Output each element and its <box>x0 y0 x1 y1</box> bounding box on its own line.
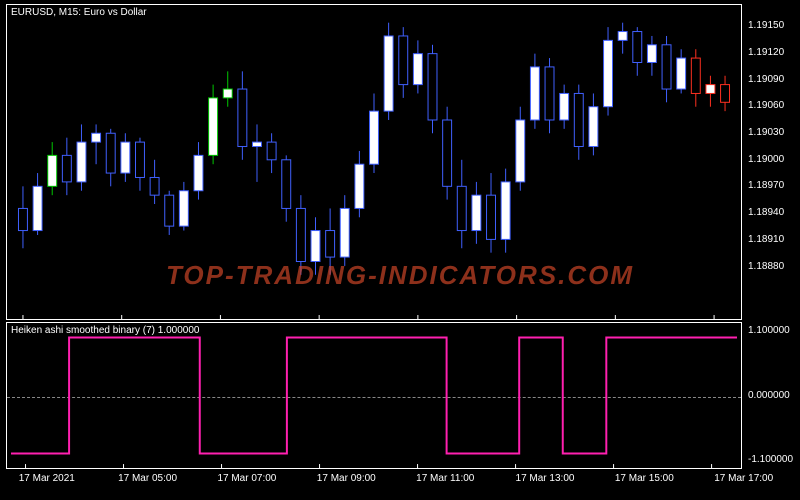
time-tick: 17 Mar 2021 <box>19 473 75 484</box>
price-tick: 1.19150 <box>748 20 784 31</box>
indicator-tick: -1.100000 <box>748 454 793 465</box>
candlestick-plot <box>7 5 741 319</box>
indicator-tick: 0.000000 <box>748 390 790 401</box>
price-tick: 1.19000 <box>748 154 784 165</box>
time-tick: 17 Mar 09:00 <box>317 473 376 484</box>
chart-container: EURUSD, M15: Euro vs Dollar 1.191501.191… <box>0 0 800 500</box>
time-tick: 17 Mar 13:00 <box>516 473 575 484</box>
time-tick: 17 Mar 17:00 <box>714 473 773 484</box>
indicator-panel[interactable]: Heiken ashi smoothed binary (7) 1.000000 <box>6 322 742 469</box>
price-tick: 1.18910 <box>748 234 784 245</box>
price-y-axis: 1.19150 1.19120 1.19090 1.19060 1.19030 1.190… <box>744 4 798 320</box>
time-x-axis: 17 Mar 2021 17 Mar 05:00 17 Mar 07:00 17 Ma… <box>6 471 742 495</box>
price-tick: 1.18880 <box>748 261 784 272</box>
price-tick: 1.19030 <box>748 127 784 138</box>
symbol-title: EURUSD, M15: Euro vs Dollar <box>11 7 147 18</box>
indicator-title: Heiken ashi smoothed binary (7) 1.000000 <box>11 325 199 336</box>
price-chart-panel[interactable]: EURUSD, M15: Euro vs Dollar <box>6 4 742 320</box>
price-tick: 1.19120 <box>748 47 784 58</box>
price-tick: 1.19090 <box>748 74 784 85</box>
time-tick: 17 Mar 11:00 <box>416 473 474 484</box>
price-tick: 1.18970 <box>748 180 784 191</box>
price-tick: 1.19060 <box>748 100 784 111</box>
time-tick: 17 Mar 15:00 <box>615 473 674 484</box>
price-tick: 1.18940 <box>748 207 784 218</box>
indicator-tick: 1.100000 <box>748 325 790 336</box>
time-tick: 17 Mar 07:00 <box>217 473 276 484</box>
time-tick: 17 Mar 05:00 <box>118 473 177 484</box>
indicator-plot <box>7 323 741 468</box>
indicator-y-axis: 1.100000 0.000000 -1.100000 <box>744 322 798 469</box>
